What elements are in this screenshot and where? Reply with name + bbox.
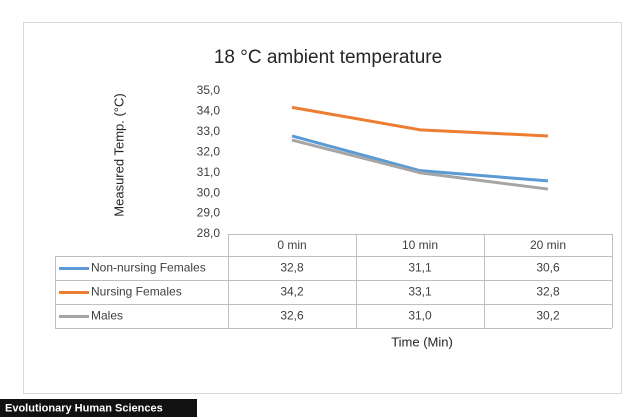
y-tick-label: 33,0 <box>197 124 221 138</box>
table-value: 32,8 <box>536 285 560 299</box>
credit-box <box>0 399 197 417</box>
y-axis-label: Measured Temp. (°C) <box>111 93 126 216</box>
y-tick-label: 29,0 <box>197 206 221 220</box>
x-tick-label: 20 min <box>530 238 566 252</box>
y-tick-label: 32,0 <box>197 144 221 158</box>
table-value: 33,1 <box>408 285 432 299</box>
table-value: 30,2 <box>536 309 560 323</box>
table-value: 31,0 <box>408 309 432 323</box>
table-value: 32,8 <box>280 261 304 275</box>
x-axis-label: Time (Min) <box>391 334 453 349</box>
series-line <box>291 138 549 191</box>
credit: Evolutionary Human Sciences <box>5 402 163 414</box>
table-value: 31,1 <box>408 261 432 275</box>
table-value: 34,2 <box>280 285 304 299</box>
x-tick-label: 0 min <box>277 238 306 252</box>
y-tick-label: 28,0 <box>197 226 221 240</box>
legend-label: Non-nursing Females <box>91 261 206 275</box>
legend-label: Nursing Females <box>91 285 182 299</box>
series-line <box>291 134 549 183</box>
y-tick-label: 35,0 <box>197 83 221 97</box>
y-tick-label: 34,0 <box>197 104 221 118</box>
legend-label: Males <box>91 309 123 323</box>
series-line <box>291 105 549 138</box>
table-value: 30,6 <box>536 261 560 275</box>
y-tick-label: 30,0 <box>197 185 221 199</box>
chart-frame <box>23 22 622 394</box>
x-tick-label: 10 min <box>402 238 438 252</box>
table-value: 32,6 <box>280 309 304 323</box>
chart-title: 18 °C ambient temperature <box>214 47 442 68</box>
y-tick-label: 31,0 <box>197 165 221 179</box>
